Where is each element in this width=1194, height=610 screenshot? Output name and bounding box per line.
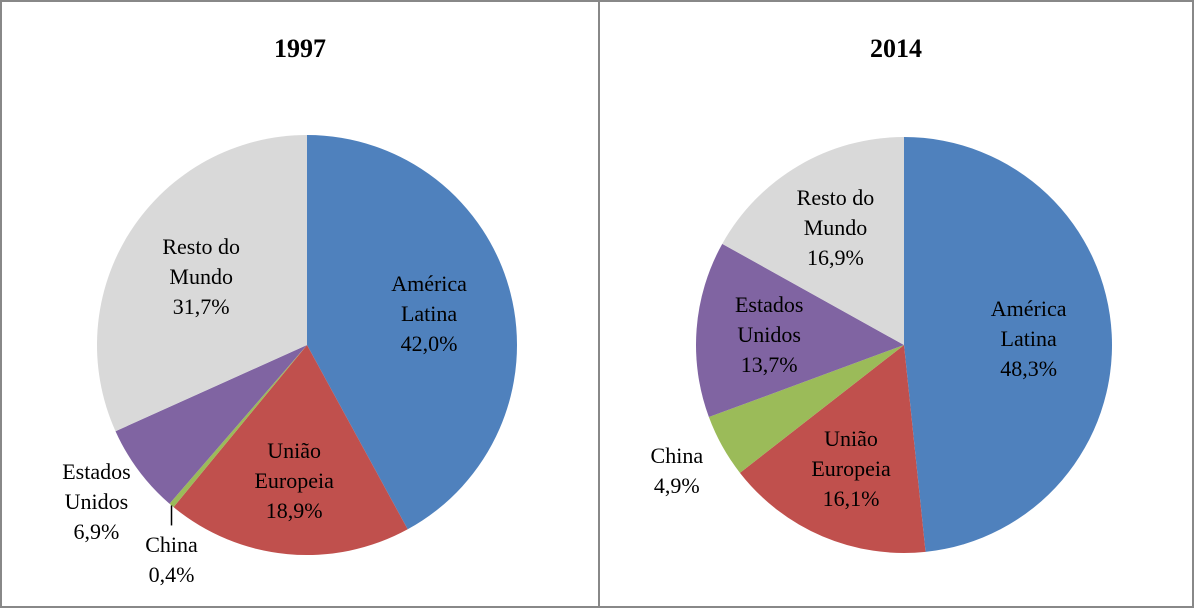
value-label: 31,7% [172, 293, 230, 319]
value-label: 6,9% [73, 518, 120, 544]
category-label: China [650, 443, 704, 469]
data-label: Resto do Mundo 16,9% [783, 183, 887, 273]
category-label: Resto do Mundo [796, 185, 875, 241]
pie-slice [722, 137, 904, 345]
data-label: China 0,4% [120, 530, 224, 590]
chart-title: 1997 [274, 34, 326, 63]
pie-slice [739, 345, 926, 554]
category-label: Resto do Mundo [162, 233, 240, 289]
pie-slice [307, 135, 518, 530]
pie-slice [708, 345, 904, 473]
category-label: União Europeia [811, 426, 891, 482]
pie-slice [115, 345, 307, 504]
category-label: América Latina [391, 270, 467, 326]
pie-slice [904, 137, 1112, 552]
data-label: Estados Unidos 13,7% [717, 290, 821, 380]
value-label: 48,3% [1000, 355, 1058, 381]
data-label: Estados Unidos 6,9% [44, 457, 148, 547]
chart-panel: 2014 América Latina 48,3% União Europeia 16,… [598, 0, 1194, 608]
value-label: 16,1% [822, 486, 880, 512]
pie-slice [173, 345, 408, 555]
chart-panel: 1997 América Latina 42,0% União Europeia 18,… [0, 0, 600, 608]
category-label: União Europeia [254, 437, 334, 493]
category-label: Estados Unidos [734, 291, 804, 347]
value-label: 16,9% [807, 245, 864, 271]
pie-slice [169, 345, 307, 508]
pie-slice [97, 135, 307, 432]
pie-chart [97, 135, 518, 555]
category-label: China [145, 532, 198, 558]
value-label: 42,0% [400, 330, 458, 356]
value-label: 0,4% [148, 562, 195, 588]
data-label: América Latina 48,3% [977, 294, 1081, 384]
value-label: 18,9% [265, 497, 323, 523]
pie-chart [696, 137, 1112, 554]
category-label: América Latina [990, 295, 1067, 351]
data-label: União Europeia 16,1% [799, 424, 903, 514]
data-label: União Europeia 18,9% [242, 436, 346, 526]
value-label: 13,7% [740, 351, 798, 377]
data-label: China 4,9% [625, 441, 729, 501]
data-label: Resto do Mundo 31,7% [149, 232, 253, 322]
value-label: 4,9% [653, 473, 700, 499]
data-label: América Latina 42,0% [377, 269, 481, 359]
category-label: Estados Unidos [62, 458, 131, 514]
chart-title: 2014 [870, 34, 922, 63]
pie-slice [696, 243, 904, 418]
